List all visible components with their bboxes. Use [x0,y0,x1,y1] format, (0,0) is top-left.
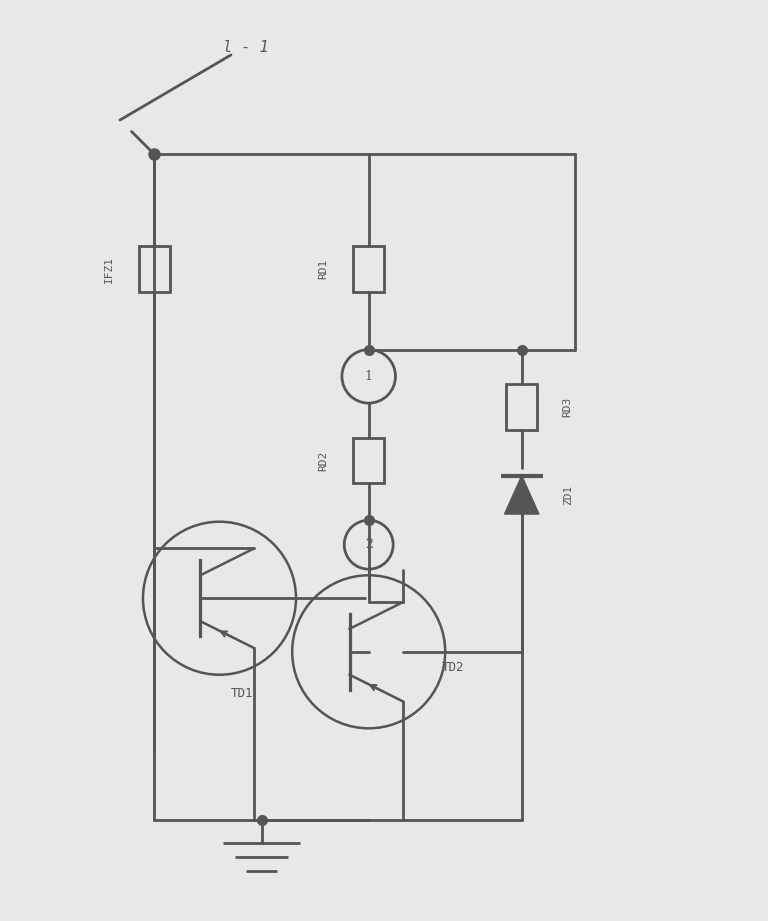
Bar [353,437,384,484]
Text: RD3: RD3 [563,397,573,417]
Text: ZD1: ZD1 [563,484,573,505]
Polygon shape [505,476,539,514]
Text: IFZ1: IFZ1 [104,256,114,283]
Text: TD2: TD2 [442,660,464,673]
Text: RD1: RD1 [318,259,328,279]
Bar [139,246,170,292]
Bar [353,246,384,292]
Bar [506,384,537,430]
Text: RD2: RD2 [318,450,328,471]
Text: 1: 1 [365,370,372,383]
Text: 2: 2 [365,538,372,551]
Text: TD1: TD1 [231,687,253,700]
Text: l - 1: l - 1 [223,40,269,55]
